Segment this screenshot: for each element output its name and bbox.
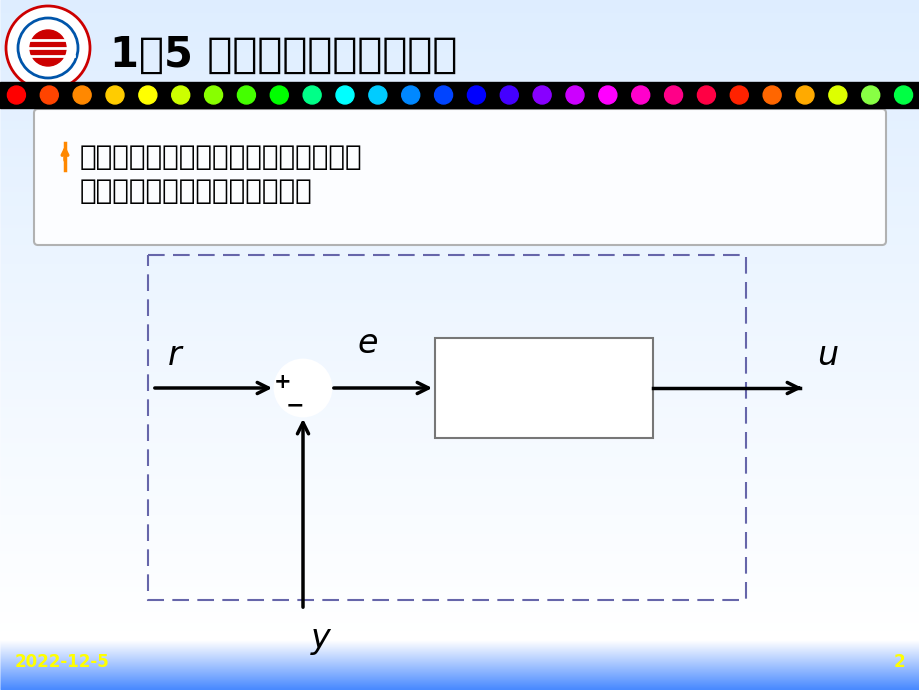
Text: +: +: [274, 372, 291, 392]
FancyBboxPatch shape: [34, 109, 885, 245]
Circle shape: [664, 86, 682, 104]
Text: e: e: [357, 327, 378, 360]
Circle shape: [763, 86, 780, 104]
Circle shape: [172, 86, 189, 104]
Circle shape: [275, 360, 331, 416]
Circle shape: [861, 86, 879, 104]
Circle shape: [598, 86, 616, 104]
Circle shape: [74, 86, 91, 104]
Text: u: u: [817, 339, 837, 372]
Circle shape: [565, 86, 584, 104]
Text: y: y: [311, 622, 331, 655]
Text: r: r: [168, 339, 182, 372]
Circle shape: [631, 86, 649, 104]
Circle shape: [7, 86, 26, 104]
Circle shape: [467, 86, 485, 104]
Text: −: −: [286, 395, 304, 415]
Bar: [0, 82, 919, 108]
Circle shape: [730, 86, 747, 104]
Circle shape: [303, 86, 321, 104]
Circle shape: [697, 86, 715, 104]
Circle shape: [40, 86, 58, 104]
Circle shape: [533, 86, 550, 104]
Circle shape: [402, 86, 419, 104]
Circle shape: [237, 86, 255, 104]
Circle shape: [893, 86, 912, 104]
Circle shape: [106, 86, 124, 104]
Text: 2022-12-5: 2022-12-5: [15, 653, 109, 671]
Circle shape: [795, 86, 813, 104]
Text: 偏差比较机构，控制运算模块。: 偏差比较机构，控制运算模块。: [80, 177, 312, 205]
Circle shape: [204, 86, 222, 104]
Text: 1、5 控制器的模拟控制算法: 1、5 控制器的模拟控制算法: [110, 34, 457, 76]
Circle shape: [434, 86, 452, 104]
Circle shape: [500, 86, 517, 104]
Text: 2: 2: [892, 653, 904, 671]
Bar: [435, 338, 652, 438]
Circle shape: [6, 6, 90, 90]
Circle shape: [828, 86, 845, 104]
Circle shape: [335, 86, 354, 104]
Circle shape: [270, 86, 288, 104]
Circle shape: [139, 86, 156, 104]
Text: 常规控制器的组成：给定値设定机构，: 常规控制器的组成：给定値设定机构，: [80, 143, 362, 171]
Circle shape: [30, 30, 66, 66]
Bar: [148, 255, 745, 600]
Circle shape: [369, 86, 386, 104]
